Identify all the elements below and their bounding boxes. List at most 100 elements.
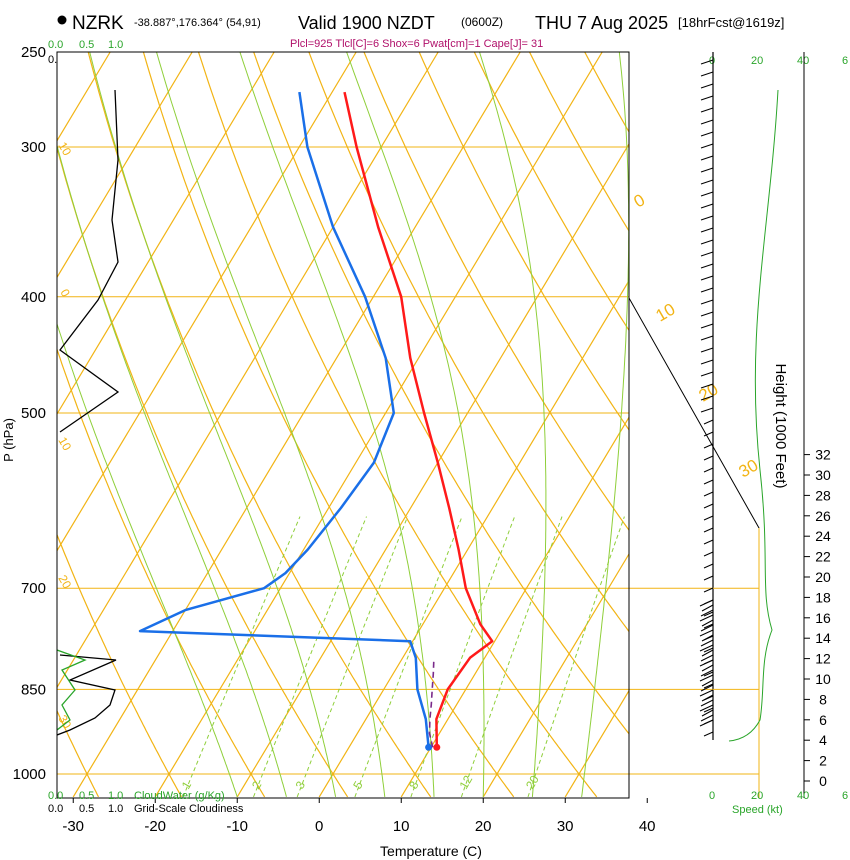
isotherm-side-label: 10 xyxy=(55,140,74,159)
wind-barb xyxy=(700,654,714,662)
isotherm-line xyxy=(154,52,603,798)
wind-barb xyxy=(703,647,714,653)
height-tick-label: 4 xyxy=(819,732,827,748)
plot-frame xyxy=(56,51,630,799)
wind-barb xyxy=(700,131,714,137)
height-tick-label: 28 xyxy=(815,487,831,503)
dewpoint-surface-point xyxy=(425,743,433,751)
wind-barb xyxy=(700,311,714,317)
wind-barb xyxy=(703,503,714,509)
height-tick-label: 14 xyxy=(815,630,831,646)
mixing-ratio-line xyxy=(253,516,367,798)
temperature-line xyxy=(343,91,494,748)
wind-barb xyxy=(700,83,714,89)
moist-adiabat-line xyxy=(57,322,238,798)
wind-barb xyxy=(700,371,714,377)
isotherm-line xyxy=(72,52,521,798)
wind-barb xyxy=(700,227,714,233)
moist-adiabat-line xyxy=(346,52,485,797)
temperature-tick-label: 0 xyxy=(315,818,323,835)
wind-barb xyxy=(703,671,714,677)
isotherm-side-label: 30 xyxy=(55,713,74,732)
dry-adiabat-line xyxy=(750,52,850,797)
dry-adiabat-line xyxy=(142,52,515,798)
wind-barb xyxy=(700,107,714,113)
cloudwater-bottom-tick-0: 0.0 xyxy=(48,790,63,802)
wind-barb xyxy=(700,609,714,617)
speed-top-tick-20: 20 xyxy=(751,55,763,67)
height-tick-label: 2 xyxy=(819,753,827,769)
temperature-tick-label: 20 xyxy=(475,818,492,835)
plot-background xyxy=(57,52,629,798)
pressure-tick-label: 500 xyxy=(21,405,46,422)
dry-adiabat-label: 0 xyxy=(631,190,649,211)
temperature-tick-label: 10 xyxy=(393,818,410,835)
parcel-line xyxy=(428,657,435,748)
x-axis-label: Temperature (C) xyxy=(380,843,482,859)
sounding-profiles xyxy=(57,89,494,798)
isotherm-side-label: 20 xyxy=(55,573,74,592)
wind-barb xyxy=(699,644,714,652)
wind-barb xyxy=(699,704,714,712)
dry-adiabat-line xyxy=(57,347,266,798)
temperature-surface-point xyxy=(433,743,441,751)
wind-barb xyxy=(703,683,714,689)
height-axis-label: Height (1000 Feet) xyxy=(772,363,789,488)
background-grid xyxy=(57,52,850,798)
dry-adiabat-line xyxy=(308,52,629,633)
dry-adiabat-line xyxy=(473,52,629,332)
wind-barb xyxy=(703,419,714,425)
cloudwater-axis-label: CloudWater (g/Kg) xyxy=(134,790,225,802)
station-coords: -38.887°,176.364° (54,91) xyxy=(134,17,261,29)
wind-speed-profile xyxy=(728,89,779,742)
wind-barb xyxy=(701,619,714,627)
cloudiness-bottom-tick-05: 0.5 xyxy=(79,803,94,815)
wind-barb xyxy=(700,95,714,101)
wind-barb xyxy=(699,599,714,607)
wind-barb xyxy=(703,707,714,713)
dry-adiabat-label: 20 xyxy=(696,380,722,406)
wind-barb xyxy=(703,551,714,557)
station-id: NZRK xyxy=(72,13,124,34)
isotherm-side-label: 10 xyxy=(55,435,74,454)
wind-barb xyxy=(703,479,714,485)
temperature-tick-label: 40 xyxy=(639,818,656,835)
isotherm-line xyxy=(57,52,193,279)
pressure-tick-label: 400 xyxy=(21,289,46,306)
wind-barb xyxy=(700,684,714,692)
wind-barb xyxy=(700,71,714,77)
cloudwater-bottom-tick-1: 1.0 xyxy=(108,790,123,802)
wind-barb xyxy=(700,251,714,257)
wind-barb xyxy=(700,167,714,173)
height-tick-label: 32 xyxy=(815,447,831,463)
pressure-tick-label: 1000 xyxy=(13,766,46,783)
wind-barb xyxy=(703,587,714,593)
dry-adiabat-line xyxy=(57,533,183,798)
cloudwater-top-tick-0: 0.0 xyxy=(48,39,63,51)
mixing-ratio-label: 12 xyxy=(456,773,475,792)
speed-bottom-tick-0: 0 xyxy=(709,790,715,802)
dry-adiabat-line xyxy=(253,52,629,735)
mixing-ratio-line xyxy=(410,516,516,798)
mixing-ratio-line xyxy=(296,516,409,798)
wind-barb xyxy=(700,275,714,281)
dry-adiabat-line xyxy=(363,52,629,532)
moist-adiabat-line xyxy=(479,52,547,797)
wind-barb xyxy=(700,59,714,65)
cloudiness-profile xyxy=(59,89,120,433)
height-tick-label: 16 xyxy=(815,610,831,626)
wind-barb xyxy=(703,527,714,533)
height-tick-label: 10 xyxy=(815,671,831,687)
height-tick-label: 8 xyxy=(819,691,827,707)
wind-barb xyxy=(700,407,714,413)
wind-barb xyxy=(703,431,714,437)
cloudiness-axis-label: Grid-Scale Cloudiness xyxy=(134,803,244,815)
isotherm-line xyxy=(57,52,275,416)
mixing-ratio-line xyxy=(182,516,301,798)
moist-adiabat-line xyxy=(89,52,337,797)
wind-barb xyxy=(699,629,714,637)
height-tick-label: 6 xyxy=(819,712,827,728)
dry-adiabat-line xyxy=(57,709,100,798)
speed-bottom-tick-40: 40 xyxy=(797,790,809,802)
wind-barb xyxy=(700,395,714,401)
